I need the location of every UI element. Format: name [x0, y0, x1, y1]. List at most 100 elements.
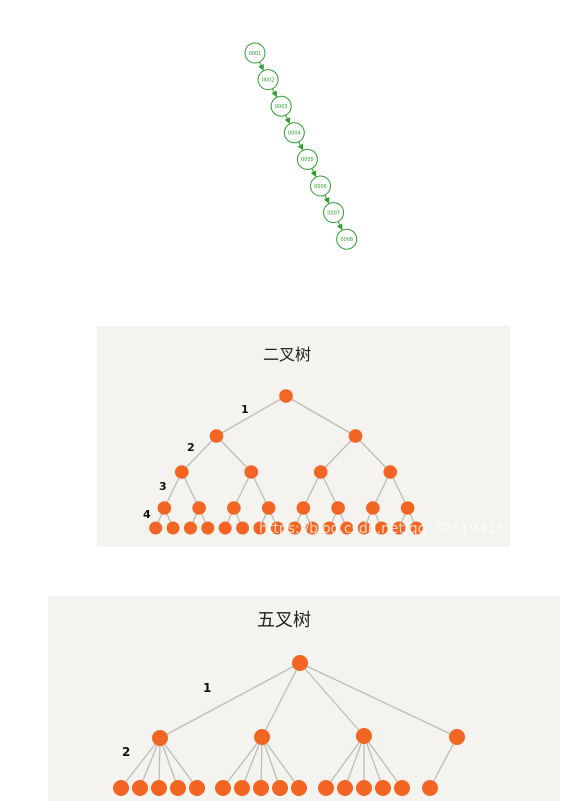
binary-level-label-1: 1 [241, 403, 249, 416]
chain-arrow [284, 114, 290, 124]
quinary-tree-leaf [337, 780, 353, 796]
quinary-tree-edge [260, 736, 263, 789]
binary-tree-node [279, 389, 293, 403]
binary-tree-edge [320, 435, 356, 473]
quinary-level-label-2: 2 [122, 745, 130, 759]
quinary-tree-edge [363, 735, 384, 789]
quinary-tree-title: 五叉树 [257, 610, 311, 631]
quinary-tree-node [152, 730, 168, 746]
quinary-tree-edge [159, 737, 198, 789]
chain-node-label: 0002 [262, 77, 275, 83]
chain-arrow [336, 221, 343, 231]
chain-arrow [310, 168, 317, 178]
quinary-tree-leaf [253, 780, 269, 796]
quinary-level-label-1: 1 [203, 681, 211, 695]
quinary-tree-leaf [132, 780, 148, 796]
quinary-tree-edge [139, 737, 161, 789]
chain-node [257, 69, 279, 91]
chain-node [296, 148, 318, 170]
quinary-tree-svg: 五叉树 1 2 [113, 610, 465, 796]
quinary-tree-node [254, 729, 270, 745]
quinary-tree-leaf [151, 780, 167, 796]
binary-tree-node [183, 521, 197, 535]
binary-tree-node [392, 521, 406, 535]
binary-tree-node [218, 521, 232, 535]
binary-level-label-3: 3 [159, 480, 167, 493]
binary-tree-node [244, 465, 259, 479]
quinary-tree-edge [241, 736, 263, 789]
binary-tree-node [227, 501, 241, 515]
binary-tree-svg: 二叉树 1 2 3 4 https://blog.csdn.net/qq_325… [143, 345, 505, 537]
quinary-tree-node [449, 729, 465, 745]
binary-tree-edge [181, 435, 217, 473]
quinary-tree-edge [344, 735, 365, 789]
quinary-tree-edge [363, 735, 403, 789]
binary-tree-node [253, 521, 267, 535]
binary-tree-node [236, 521, 250, 535]
chain-node [323, 202, 345, 224]
chain-arrow [258, 61, 264, 71]
binary-tree-node [166, 521, 180, 535]
chain-node [270, 95, 292, 117]
quinary-tree-leaf [215, 780, 231, 796]
binary-tree-node [174, 465, 189, 479]
binary-tree-edge [355, 435, 391, 473]
chain-svg: 0001 0002 0003 0004 0005 0006 0007 0008 [244, 42, 358, 250]
binary-tree-node [201, 521, 215, 535]
chain-node-label: 0007 [327, 210, 340, 216]
chain-node [336, 228, 358, 250]
quinary-tree-leaf [356, 780, 372, 796]
binary-tree-node [261, 501, 276, 515]
binary-tree-node [383, 465, 398, 479]
chain-node [244, 42, 266, 64]
chain-node-label: 0003 [275, 104, 288, 110]
quinary-tree-leaf [189, 780, 205, 796]
chain-node [283, 122, 305, 144]
quinary-tree-root [292, 655, 308, 671]
chain-node [310, 175, 331, 197]
quinary-tree-panel: 五叉树 1 2 [48, 596, 560, 801]
binary-tree-node [331, 501, 345, 515]
binary-tree-node [296, 501, 311, 515]
binary-tree-node [192, 501, 206, 515]
chain-node-label: 0004 [288, 131, 301, 137]
binary-level-label-4: 4 [143, 508, 151, 521]
chain-node-label: 0001 [249, 51, 262, 57]
binary-tree-node [357, 521, 371, 535]
quinary-tree-edge [159, 662, 301, 739]
quinary-tree-edge [120, 737, 161, 789]
binary-tree-node [366, 501, 380, 515]
quinary-tree-leaf [394, 780, 410, 796]
quinary-tree-edge [222, 736, 263, 789]
binary-tree-node [209, 429, 224, 443]
chain-arrow [271, 88, 277, 98]
binary-tree-title: 二叉树 [263, 345, 311, 364]
binary-tree-node [348, 429, 363, 443]
quinary-tree-leaf [170, 780, 186, 796]
binary-tree-node [270, 521, 284, 535]
quinary-tree-leaf [291, 780, 307, 796]
quinary-tree-edge [299, 662, 365, 737]
binary-tree-node [288, 521, 302, 535]
binary-tree-node [340, 521, 354, 535]
chain-arrow [323, 194, 330, 204]
binary-tree-panel: 二叉树 1 2 3 4 https://blog.csdn.net/qq_325… [97, 326, 510, 547]
binary-tree-node [409, 521, 423, 535]
chain-node-label: 0006 [314, 184, 327, 190]
quinary-tree-edge [429, 736, 458, 789]
chain-diagram: 0001 0002 0003 0004 0005 0006 0007 0008 [0, 0, 588, 300]
quinary-tree-node [356, 728, 372, 744]
quinary-tree-edge [158, 737, 161, 789]
quinary-tree-edge [261, 736, 281, 789]
binary-tree-node [149, 521, 163, 535]
quinary-tree-leaf [318, 780, 334, 796]
chain-node-label: 0008 [340, 237, 353, 243]
chain-node-label: 0005 [301, 157, 314, 163]
binary-tree-node [375, 521, 389, 535]
quinary-tree-leaf [113, 780, 129, 796]
quinary-tree-leaf [234, 780, 250, 796]
watermark: https://blog.csdn.net/qq_32519415 [259, 521, 505, 537]
binary-tree-edge [216, 395, 287, 437]
quinary-tree-leaf [272, 780, 288, 796]
quinary-tree-leaf [375, 780, 391, 796]
